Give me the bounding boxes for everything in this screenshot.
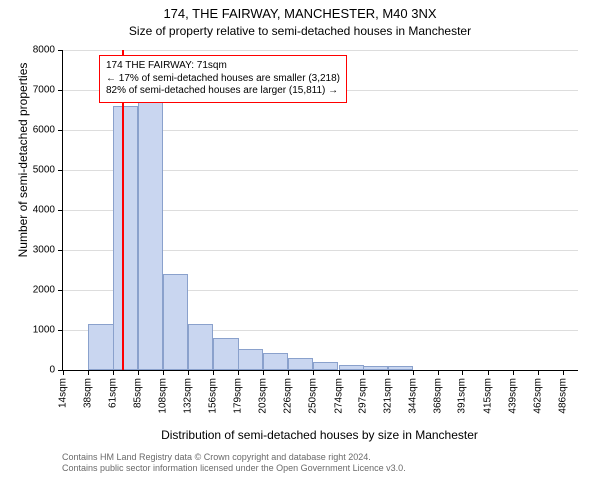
y-tick-mark	[58, 210, 63, 211]
x-tick-label: 274sqm	[333, 378, 344, 414]
x-tick-mark	[188, 370, 189, 375]
histogram-bar	[163, 274, 188, 370]
x-tick-label: 38sqm	[83, 378, 94, 408]
x-tick-mark	[388, 370, 389, 375]
x-tick-label: 250sqm	[308, 378, 319, 414]
x-tick-mark	[238, 370, 239, 375]
chart-subtitle: Size of property relative to semi-detach…	[0, 24, 600, 38]
x-tick-label: 108sqm	[157, 378, 168, 414]
x-tick-mark	[163, 370, 164, 375]
histogram-bar	[138, 102, 163, 370]
x-tick-label: 85sqm	[133, 378, 144, 408]
x-tick-mark	[488, 370, 489, 375]
attribution-text: Contains HM Land Registry data © Crown c…	[62, 452, 406, 475]
histogram-bar	[388, 366, 413, 370]
x-tick-label: 179sqm	[232, 378, 243, 414]
x-tick-label: 391sqm	[457, 378, 468, 414]
x-tick-label: 344sqm	[407, 378, 418, 414]
x-tick-label: 297sqm	[357, 378, 368, 414]
y-tick-mark	[58, 90, 63, 91]
histogram-bar	[88, 324, 113, 370]
x-tick-label: 415sqm	[482, 378, 493, 414]
histogram-bar	[238, 349, 263, 370]
x-tick-label: 321sqm	[383, 378, 394, 414]
y-tick-label: 0	[10, 365, 55, 376]
chart-infobox: 174 THE FAIRWAY: 71sqm← 17% of semi-deta…	[99, 55, 347, 103]
histogram-bar	[363, 366, 388, 370]
x-tick-mark	[339, 370, 340, 375]
infobox-line-3: 82% of semi-detached houses are larger (…	[106, 85, 340, 98]
y-tick-mark	[58, 170, 63, 171]
x-tick-label: 132sqm	[183, 378, 194, 414]
x-tick-mark	[513, 370, 514, 375]
attribution-line-1: Contains HM Land Registry data © Crown c…	[62, 452, 406, 463]
x-tick-label: 61sqm	[107, 378, 118, 408]
x-tick-label: 226sqm	[282, 378, 293, 414]
y-tick-mark	[58, 250, 63, 251]
x-tick-mark	[363, 370, 364, 375]
x-tick-mark	[413, 370, 414, 375]
y-tick-mark	[58, 130, 63, 131]
chart-title: 174, THE FAIRWAY, MANCHESTER, M40 3NX	[0, 6, 600, 21]
x-tick-mark	[538, 370, 539, 375]
y-axis-label: Number of semi-detached properties	[16, 0, 30, 320]
y-tick-label: 1000	[10, 325, 55, 336]
x-tick-label: 368sqm	[433, 378, 444, 414]
grid-line	[63, 50, 578, 51]
x-tick-label: 439sqm	[508, 378, 519, 414]
x-tick-mark	[63, 370, 64, 375]
infobox-line-1: 174 THE FAIRWAY: 71sqm	[106, 60, 340, 73]
y-tick-mark	[58, 330, 63, 331]
x-tick-mark	[113, 370, 114, 375]
histogram-bar	[339, 365, 364, 370]
histogram-bar	[188, 324, 213, 370]
x-tick-mark	[313, 370, 314, 375]
histogram-bar	[288, 358, 313, 370]
x-tick-mark	[263, 370, 264, 375]
y-tick-mark	[58, 50, 63, 51]
x-tick-mark	[563, 370, 564, 375]
histogram-bar	[263, 353, 288, 370]
x-tick-mark	[138, 370, 139, 375]
x-tick-label: 462sqm	[532, 378, 543, 414]
attribution-line-2: Contains public sector information licen…	[62, 463, 406, 474]
x-tick-mark	[462, 370, 463, 375]
y-tick-mark	[58, 290, 63, 291]
x-axis-label: Distribution of semi-detached houses by …	[62, 428, 577, 442]
x-tick-mark	[213, 370, 214, 375]
infobox-line-2: ← 17% of semi-detached houses are smalle…	[106, 73, 340, 86]
histogram-bar	[113, 106, 138, 370]
x-tick-mark	[438, 370, 439, 375]
x-tick-mark	[88, 370, 89, 375]
x-tick-label: 203sqm	[258, 378, 269, 414]
x-tick-label: 156sqm	[208, 378, 219, 414]
x-tick-mark	[288, 370, 289, 375]
histogram-bar	[213, 338, 238, 370]
histogram-bar	[313, 362, 338, 370]
x-tick-label: 14sqm	[58, 378, 69, 408]
x-tick-label: 486sqm	[558, 378, 569, 414]
